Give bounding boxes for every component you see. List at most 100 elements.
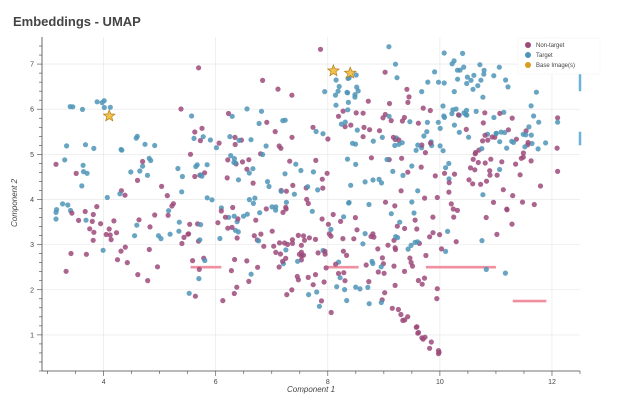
non-target-point bbox=[196, 266, 202, 272]
target-point bbox=[309, 208, 315, 214]
target-point bbox=[197, 237, 203, 243]
non-target-point bbox=[376, 128, 383, 134]
target-point bbox=[502, 270, 508, 276]
non-target-point bbox=[289, 240, 296, 246]
target-point bbox=[64, 143, 70, 149]
non-target-point bbox=[232, 256, 238, 263]
non-target-point bbox=[523, 128, 529, 134]
non-target-point bbox=[103, 231, 109, 238]
legend-label-target: Target bbox=[536, 53, 553, 59]
non-target-point bbox=[192, 293, 198, 299]
non-target-point bbox=[517, 172, 523, 178]
legend-swatch-base-image bbox=[525, 62, 531, 68]
target-point bbox=[437, 125, 443, 131]
target-point bbox=[166, 208, 172, 214]
non-target-point bbox=[382, 199, 389, 205]
non-target-point bbox=[90, 211, 96, 218]
non-target-point bbox=[525, 139, 531, 146]
non-target-point bbox=[451, 214, 457, 220]
target-point bbox=[82, 142, 89, 148]
non-target-point bbox=[305, 200, 311, 207]
target-point bbox=[53, 216, 59, 222]
non-target-point bbox=[190, 258, 196, 264]
non-target-point bbox=[435, 348, 442, 354]
target-point bbox=[424, 119, 430, 125]
non-target-point bbox=[271, 243, 277, 249]
non-target-point bbox=[319, 216, 325, 222]
target-point bbox=[461, 64, 467, 70]
target-point bbox=[107, 104, 113, 110]
non-target-point bbox=[338, 218, 344, 224]
target-point bbox=[463, 107, 470, 113]
non-target-point bbox=[328, 233, 334, 239]
non-target-point bbox=[228, 268, 234, 274]
target-point bbox=[310, 169, 316, 175]
non-target-point bbox=[467, 165, 474, 171]
target-point bbox=[341, 214, 347, 220]
non-target-point bbox=[181, 234, 187, 240]
non-target-point bbox=[310, 124, 316, 130]
non-target-point bbox=[453, 239, 459, 245]
non-target-point bbox=[398, 311, 404, 318]
non-target-point bbox=[488, 156, 494, 162]
non-target-point bbox=[419, 281, 425, 287]
non-target-point bbox=[485, 137, 491, 143]
target-point bbox=[441, 50, 447, 56]
y-tick-label: 1 bbox=[30, 332, 34, 339]
target-point bbox=[369, 258, 375, 264]
non-target-point bbox=[472, 151, 478, 157]
target-point bbox=[386, 44, 392, 50]
target-point bbox=[328, 226, 334, 232]
target-point bbox=[335, 88, 341, 94]
target-point bbox=[83, 217, 89, 223]
non-target-point bbox=[360, 134, 366, 140]
non-target-point bbox=[232, 134, 238, 140]
non-target-point bbox=[164, 193, 170, 199]
target-point bbox=[79, 183, 85, 189]
target-point bbox=[479, 238, 485, 244]
base-image-star bbox=[326, 63, 341, 77]
target-point bbox=[269, 204, 275, 210]
target-point bbox=[496, 64, 502, 70]
target-point bbox=[344, 297, 350, 304]
target-point bbox=[435, 119, 441, 125]
non-target-point bbox=[361, 124, 367, 130]
non-target-point bbox=[398, 188, 404, 194]
non-target-point bbox=[428, 339, 434, 345]
non-target-point bbox=[414, 226, 420, 232]
target-point bbox=[186, 290, 192, 296]
target-point bbox=[397, 219, 403, 225]
non-target-point bbox=[324, 170, 330, 176]
non-target-point bbox=[140, 158, 146, 165]
non-target-point bbox=[187, 221, 193, 227]
non-target-point bbox=[165, 212, 171, 218]
non-target-point bbox=[434, 194, 440, 201]
target-point bbox=[231, 156, 237, 162]
target-point bbox=[435, 79, 442, 85]
non-target-point bbox=[231, 290, 237, 297]
non-target-point bbox=[320, 185, 326, 191]
base-image-star bbox=[102, 109, 116, 122]
non-target-point bbox=[448, 201, 454, 207]
target-point bbox=[176, 228, 182, 234]
target-point bbox=[405, 246, 411, 252]
y-tick-label: 7 bbox=[30, 62, 34, 69]
target-point bbox=[504, 145, 510, 151]
legend-label-base-image: Base Image(s) bbox=[536, 63, 575, 69]
non-target-point bbox=[518, 155, 524, 161]
target-point bbox=[217, 235, 223, 242]
non-target-point bbox=[446, 180, 452, 186]
target-point bbox=[117, 191, 123, 197]
non-target-point bbox=[246, 278, 252, 284]
target-point bbox=[528, 132, 534, 138]
target-point bbox=[443, 165, 449, 171]
non-target-point bbox=[528, 158, 534, 164]
target-point bbox=[471, 72, 477, 78]
non-target-point bbox=[340, 108, 346, 114]
target-point bbox=[354, 127, 360, 133]
target-point bbox=[394, 75, 400, 81]
non-target-point bbox=[111, 218, 117, 224]
non-target-point bbox=[306, 235, 312, 241]
target-point bbox=[140, 163, 146, 169]
non-target-point bbox=[192, 173, 198, 180]
